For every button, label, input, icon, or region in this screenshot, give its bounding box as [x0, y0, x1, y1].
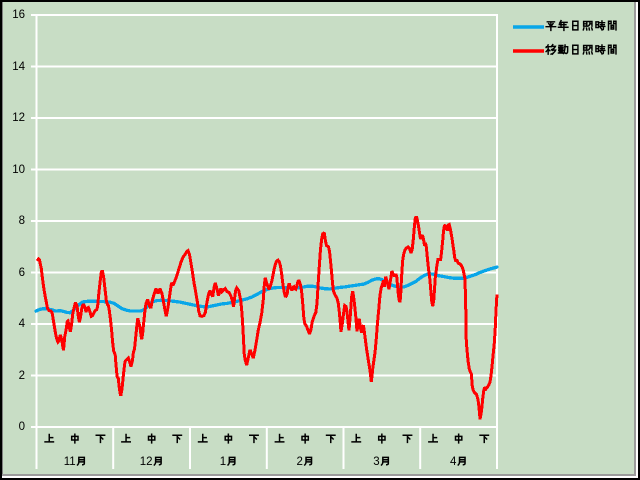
- svg-text:4: 4: [450, 456, 457, 468]
- svg-text:2: 2: [296, 456, 302, 468]
- svg-text:11: 11: [64, 456, 76, 468]
- svg-text:3: 3: [373, 456, 379, 468]
- svg-text:12: 12: [140, 456, 153, 468]
- svg-text:1: 1: [220, 456, 226, 468]
